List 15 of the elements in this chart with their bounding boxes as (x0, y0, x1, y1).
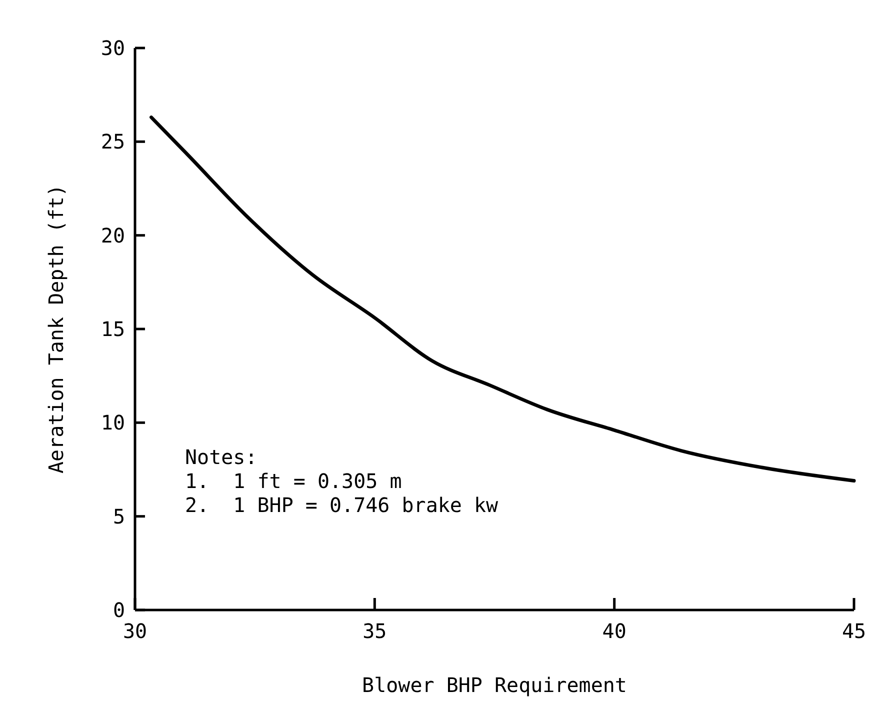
x-axis-title: Blower BHP Requirement (362, 673, 627, 697)
annotation: Notes: (185, 444, 258, 469)
y-tick-label: 0 (112, 598, 125, 622)
x-tick-label: 35 (362, 619, 387, 643)
y-tick-label: 30 (100, 36, 125, 60)
y-tick-label: 25 (100, 130, 125, 154)
y-tick-label: 10 (100, 410, 125, 435)
y-axis-title: Aeration Tank Depth (ft) (44, 184, 68, 474)
x-tick-label: 45 (842, 619, 866, 643)
x-tick-label: 40 (602, 619, 626, 643)
y-tick-label: 5 (112, 504, 125, 528)
annotation: 1. 1 ft = 0.305 m (185, 468, 402, 493)
y-tick-label: 15 (100, 317, 125, 341)
y-tick-label: 20 (100, 223, 125, 248)
annotation: 2. 1 BHP = 0.746 brake kw (185, 492, 500, 517)
